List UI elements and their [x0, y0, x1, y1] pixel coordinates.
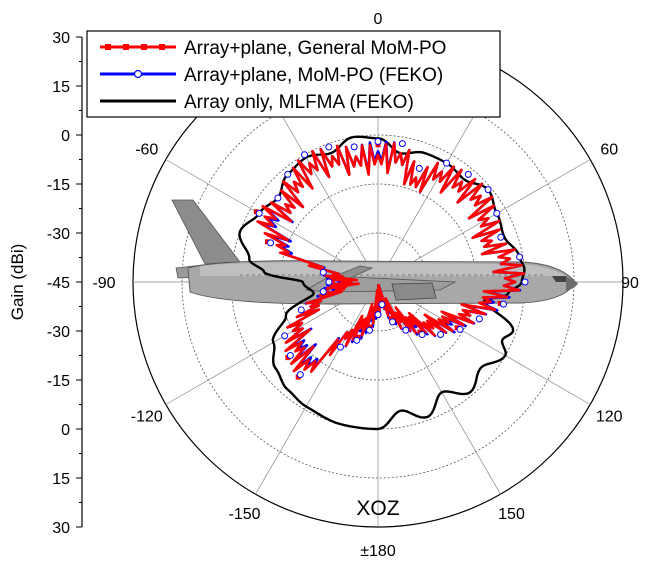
radial-tick-label: -30	[47, 324, 70, 341]
series-curves	[238, 135, 529, 431]
radial-tick-label: 15	[52, 79, 70, 96]
series-marker	[325, 143, 333, 151]
legend-label: Array only, MLFMA (FEKO)	[184, 92, 414, 113]
angle-label: ±180	[360, 543, 396, 560]
series-marker	[484, 186, 492, 194]
legend-label: Array+plane, MoM-PO (FEKO)	[184, 65, 443, 86]
series-marker	[374, 138, 382, 146]
series-marker	[281, 332, 289, 340]
angle-label: -60	[135, 142, 158, 159]
angle-labels: 0 60 90 120 150 ±180 -150 -120 -90 -60	[92, 11, 639, 560]
series-marker	[415, 164, 423, 172]
radial-tick-label: -30	[47, 226, 70, 243]
series-marker	[516, 253, 524, 261]
radial-tick-label: 15	[52, 471, 70, 488]
series-marker	[497, 233, 505, 241]
series-marker	[365, 326, 373, 334]
angle-label: 150	[498, 506, 525, 523]
series-marker	[319, 288, 327, 296]
radial-tick-label: 0	[61, 128, 70, 145]
series-marker	[521, 278, 529, 286]
series-marker	[350, 143, 358, 151]
series-marker	[493, 209, 501, 217]
series-marker	[274, 194, 282, 202]
series-marker	[402, 326, 410, 334]
radial-tick-label: -15	[47, 177, 70, 194]
series-marker	[389, 318, 397, 326]
radial-tick-label: 30	[52, 520, 70, 537]
series-marker	[286, 351, 294, 359]
series-marker	[398, 140, 406, 148]
radial-tick-label: -15	[47, 373, 70, 390]
legend-marker	[159, 44, 165, 50]
series-line	[256, 142, 526, 373]
series-marker	[284, 170, 292, 178]
angle-label: 60	[600, 142, 618, 159]
angle-label: 90	[621, 275, 639, 292]
series-line	[238, 135, 526, 431]
series-marker	[374, 311, 382, 319]
series-marker	[437, 330, 445, 338]
plane-label: XOZ	[356, 497, 399, 520]
angle-label: 0	[374, 11, 383, 28]
legend-marker	[105, 44, 111, 50]
series-marker	[267, 239, 275, 247]
series-marker	[336, 343, 344, 351]
angle-label: 120	[596, 409, 623, 426]
angle-label: -120	[131, 409, 163, 426]
y-axis-title: Gain (dBi)	[8, 244, 27, 321]
legend-marker	[141, 44, 147, 50]
radial-tick-label: 30	[52, 30, 70, 47]
legend-marker	[133, 69, 143, 79]
series-marker	[464, 170, 472, 178]
series-marker	[301, 151, 308, 159]
legend: Array+plane, General MoM-PO Array+plane, …	[86, 30, 501, 118]
radial-axis: 30 15 0 -15 -30 -45 -30 -15 0 15 30	[47, 30, 83, 537]
series-marker	[378, 301, 386, 309]
series-marker	[325, 278, 333, 286]
angle-label: -90	[92, 275, 115, 292]
series-marker	[353, 336, 361, 344]
series-marker	[443, 159, 451, 167]
series-marker	[418, 331, 426, 339]
series-marker	[499, 300, 507, 308]
legend-label: Array+plane, General MoM-PO	[184, 38, 446, 59]
radial-tick-label: -45	[47, 275, 70, 292]
series-marker	[475, 315, 483, 323]
series-marker	[456, 325, 464, 333]
radial-tick-label: 0	[61, 422, 70, 439]
series-marker	[297, 306, 305, 314]
series-marker	[255, 209, 263, 217]
legend-marker	[123, 44, 129, 50]
series-marker	[319, 268, 327, 276]
series-marker	[296, 371, 304, 379]
angle-label: -150	[228, 506, 260, 523]
